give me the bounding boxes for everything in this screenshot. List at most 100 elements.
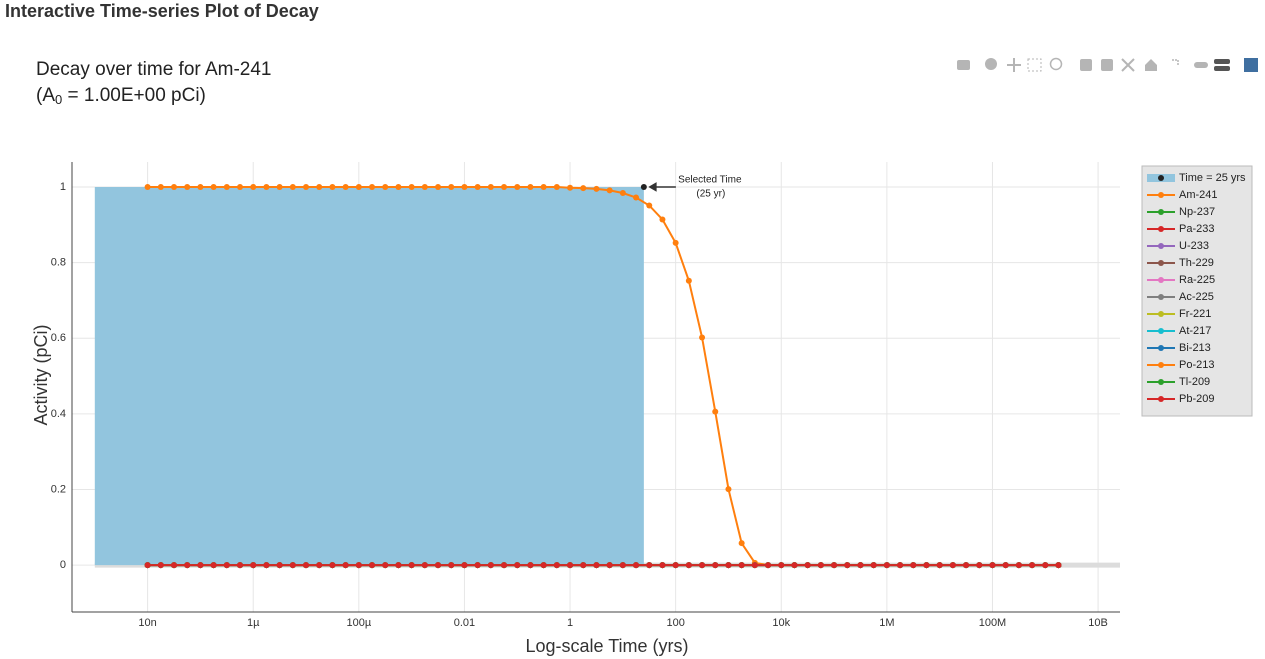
plotly-logo[interactable] xyxy=(1244,58,1258,72)
pan-button[interactable] xyxy=(1007,58,1021,72)
series-marker xyxy=(369,562,376,569)
chart-title: Decay over time for Am-241 xyxy=(36,59,271,80)
annotation-text: (25 yr) xyxy=(696,189,725,200)
series-marker xyxy=(171,183,178,190)
series-marker xyxy=(685,277,692,284)
series-marker xyxy=(712,562,719,569)
legend-label: Am-241 xyxy=(1179,189,1218,201)
x-tick-label: 10n xyxy=(138,617,156,629)
series-marker xyxy=(514,183,521,190)
series-marker xyxy=(276,562,283,569)
series-marker xyxy=(408,562,415,569)
annotation-arrow xyxy=(648,182,676,192)
series-marker xyxy=(501,183,508,190)
series-marker xyxy=(395,183,402,190)
series-marker xyxy=(448,562,455,569)
series-marker xyxy=(844,562,851,569)
series-marker xyxy=(738,562,745,569)
y-tick-label: 0.8 xyxy=(51,256,66,268)
hover-closest-button[interactable] xyxy=(1194,62,1208,68)
zoom-out-button[interactable] xyxy=(1101,59,1113,71)
hover-compare-button[interactable] xyxy=(1214,66,1230,71)
series-marker xyxy=(910,562,917,569)
subtitle-part: = 1.00E+00 pCi) xyxy=(62,85,206,106)
series-marker xyxy=(395,562,402,569)
x-tick-label: 100M xyxy=(979,617,1007,629)
series-marker xyxy=(250,183,257,190)
x-axis-title: Log-scale Time (yrs) xyxy=(525,636,688,656)
spike-button[interactable] xyxy=(1172,59,1179,66)
autoscale-button[interactable] xyxy=(1121,58,1135,72)
series-marker xyxy=(870,562,877,569)
series-marker xyxy=(540,183,547,190)
series-marker xyxy=(1029,562,1036,569)
series-marker xyxy=(303,183,310,190)
series-marker xyxy=(606,187,613,194)
series-marker xyxy=(144,183,151,190)
x-tick-label: 1M xyxy=(879,617,894,629)
series-marker xyxy=(567,562,574,569)
series-marker xyxy=(672,562,679,569)
series-marker xyxy=(342,562,349,569)
legend-label: Ra-225 xyxy=(1179,274,1215,286)
legend-box xyxy=(1141,165,1253,417)
x-tick-label: 10B xyxy=(1088,617,1108,629)
reset-button[interactable] xyxy=(1145,59,1157,71)
legend-marker xyxy=(1158,226,1164,232)
legend-marker xyxy=(1158,362,1164,368)
plot-area: 10n 1µ 100µ 0.01 1 100 10k 1M 100M 10B 0 0.2 0.4 0.6 0… xyxy=(51,162,1253,629)
series-marker xyxy=(831,562,838,569)
legend-marker xyxy=(1158,345,1164,351)
hover-compare-button[interactable] xyxy=(1214,59,1230,64)
series-marker xyxy=(223,183,230,190)
legend-label: Pb-209 xyxy=(1179,393,1214,405)
series-marker xyxy=(157,562,164,569)
series-marker xyxy=(553,562,560,569)
legend-label: At-217 xyxy=(1179,325,1211,337)
series-marker xyxy=(1002,562,1009,569)
series-marker xyxy=(659,562,666,569)
legend-marker xyxy=(1158,243,1164,249)
series-marker xyxy=(672,239,679,246)
series-marker xyxy=(474,183,481,190)
annotation-text: Selected Time xyxy=(678,175,742,186)
series-marker xyxy=(289,183,296,190)
series-marker xyxy=(936,562,943,569)
series-marker xyxy=(659,216,666,223)
camera-button[interactable] xyxy=(957,60,970,70)
legend-label: Time = 25 yrs xyxy=(1179,172,1246,184)
legend-marker xyxy=(1158,175,1164,181)
series-marker xyxy=(263,562,270,569)
series-marker xyxy=(580,185,587,192)
series-marker xyxy=(606,562,613,569)
series-marker xyxy=(1042,562,1049,569)
y-tick-label: 0.4 xyxy=(51,408,66,420)
legend-label: Np-237 xyxy=(1179,206,1215,218)
series-marker xyxy=(765,562,772,569)
series-marker xyxy=(237,562,244,569)
series-marker xyxy=(699,334,706,341)
series-marker xyxy=(329,183,336,190)
series-marker xyxy=(791,562,798,569)
zoom-in-button[interactable] xyxy=(1080,59,1092,71)
chart-subtitle: (A0 = 1.00E+00 pCi) xyxy=(36,85,206,107)
series-marker xyxy=(857,562,864,569)
series-marker xyxy=(883,562,890,569)
legend-label: U-233 xyxy=(1179,240,1209,252)
legend-label: Po-213 xyxy=(1179,359,1214,371)
series-marker xyxy=(633,562,640,569)
lasso-button[interactable] xyxy=(1049,57,1063,71)
legend-marker xyxy=(1158,311,1164,317)
series-marker xyxy=(197,562,204,569)
series-marker xyxy=(712,408,719,415)
legend-marker xyxy=(1158,192,1164,198)
series-marker xyxy=(157,183,164,190)
series-marker xyxy=(963,562,970,569)
box-select-button[interactable] xyxy=(1027,58,1042,72)
series-marker xyxy=(210,183,217,190)
zoom-button[interactable] xyxy=(985,58,997,70)
series-marker xyxy=(382,183,389,190)
series-marker xyxy=(184,183,191,190)
series-marker xyxy=(685,562,692,569)
x-tick-label: 100 xyxy=(666,617,684,629)
